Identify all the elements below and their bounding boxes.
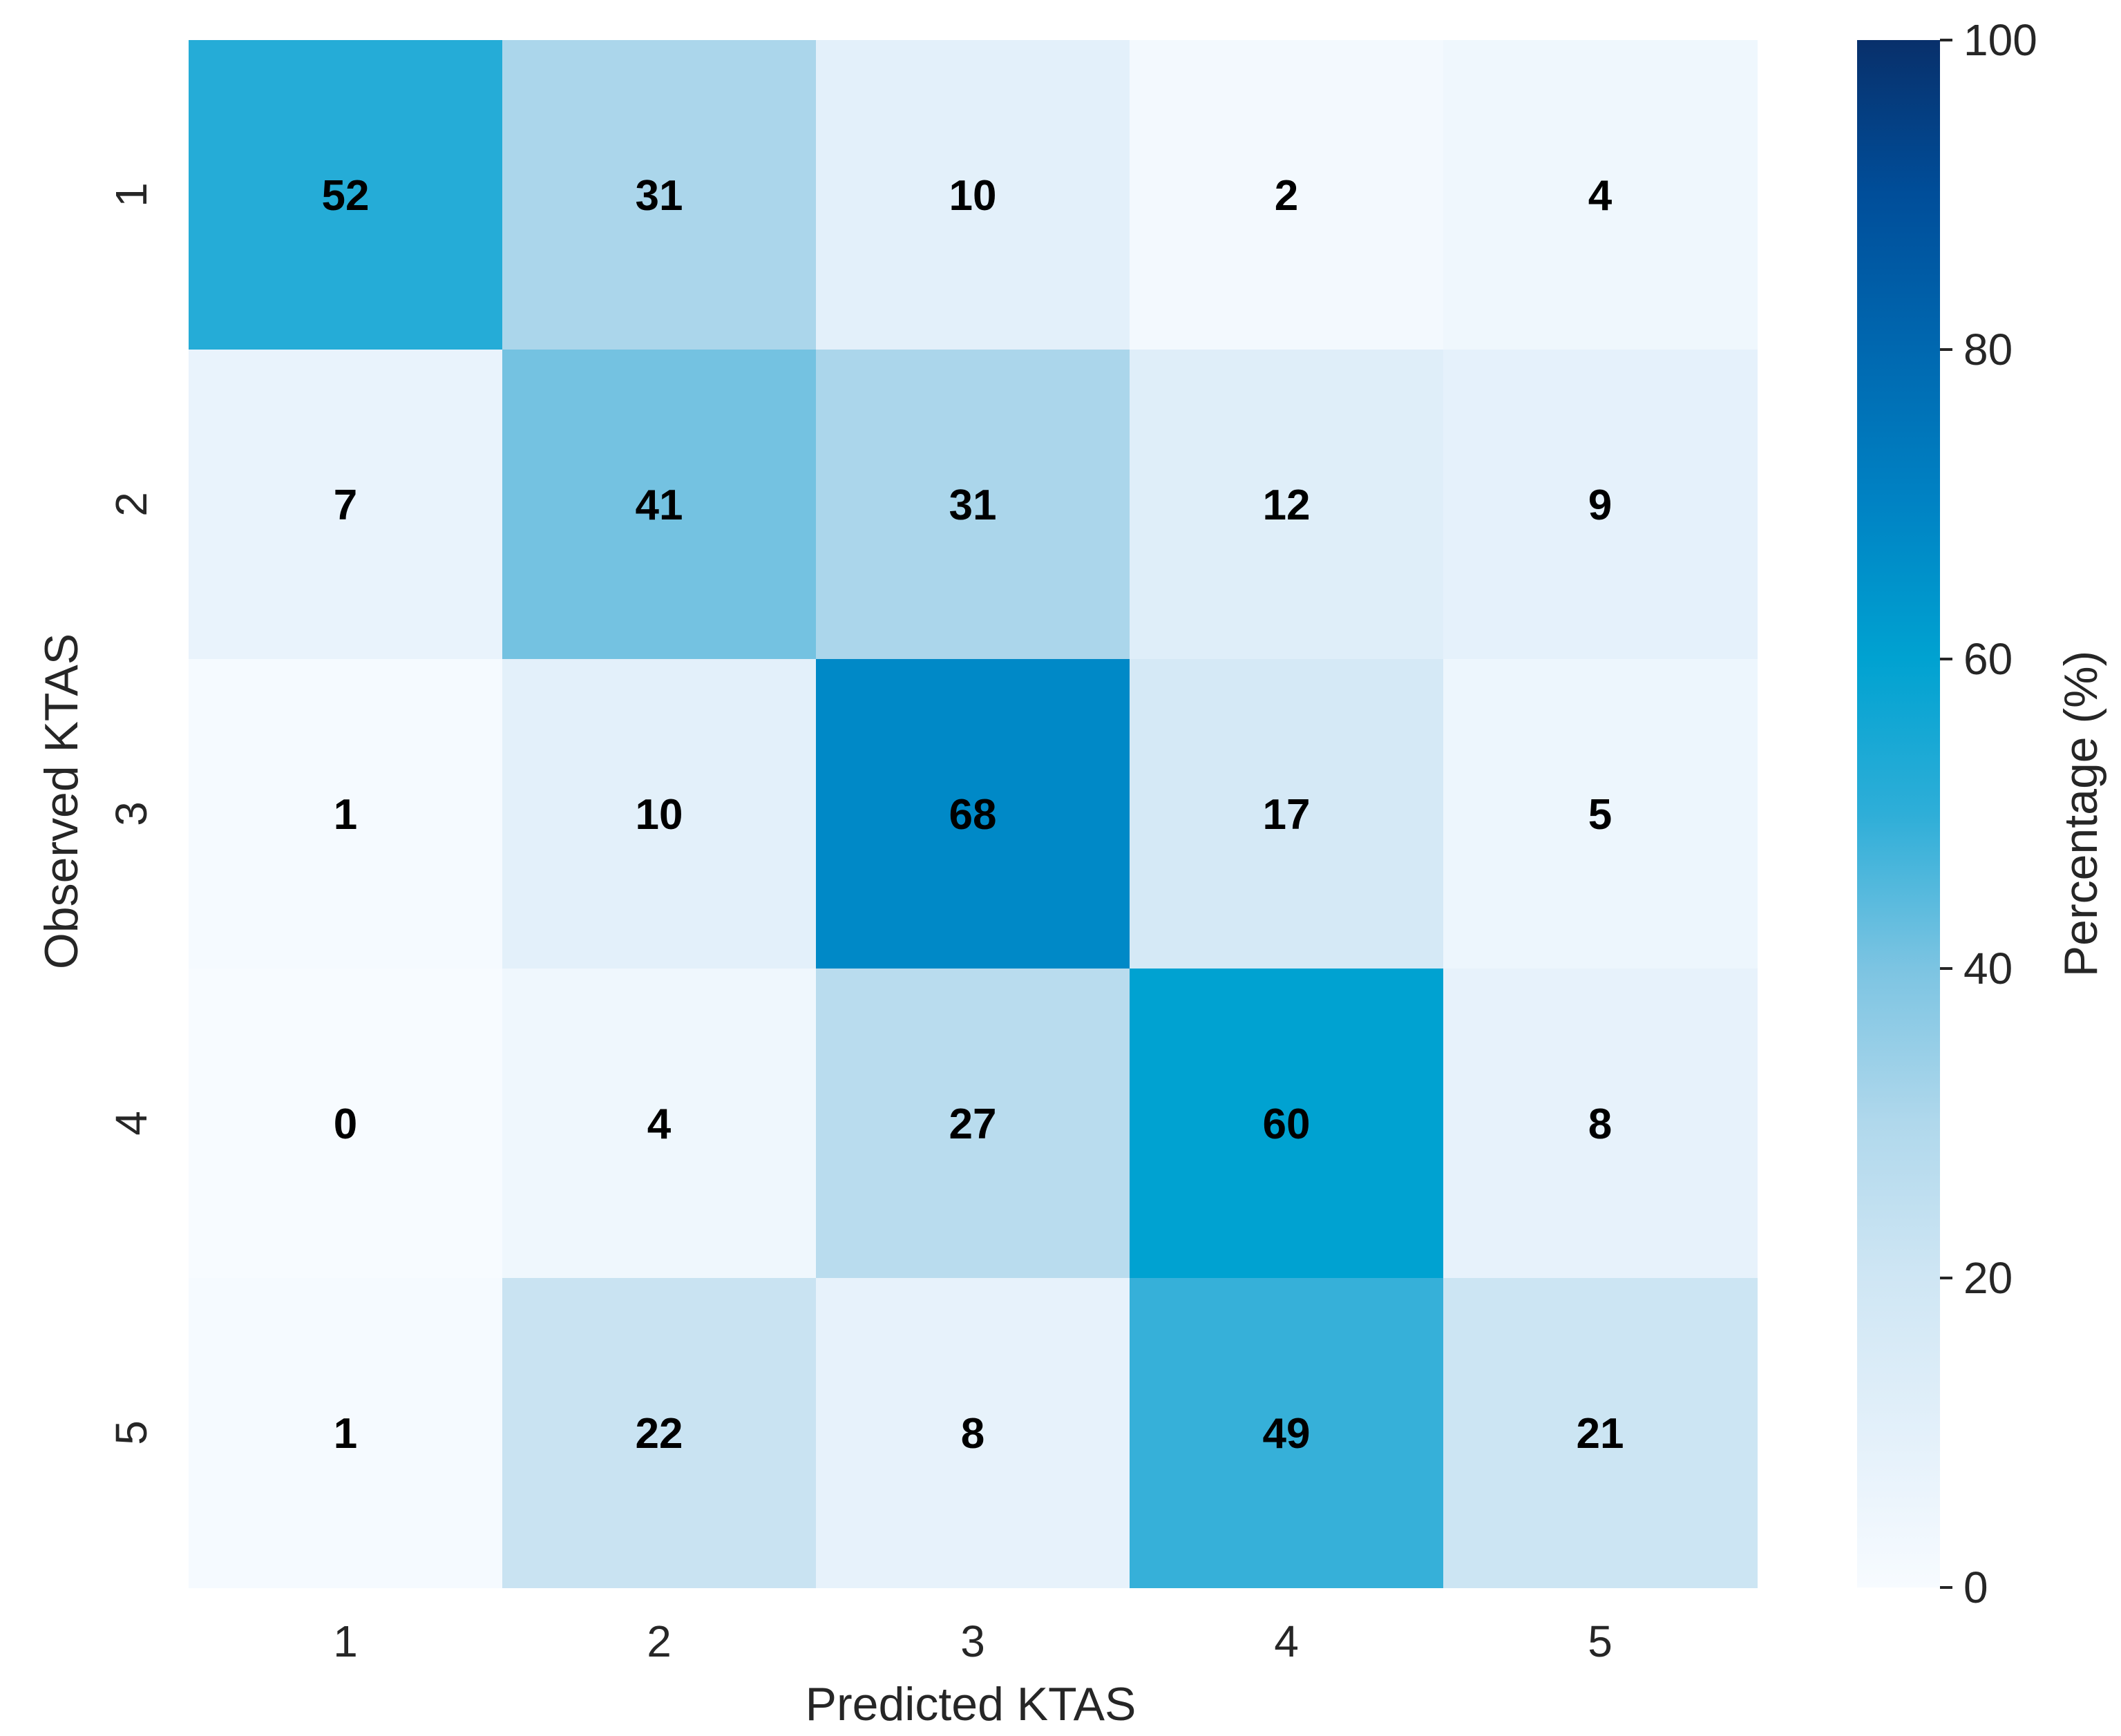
cell-value-label: 1 bbox=[334, 1410, 357, 1458]
y-tick-label: 2 bbox=[106, 492, 156, 517]
cell-value-label: 12 bbox=[1263, 481, 1311, 529]
cell-value-label: 4 bbox=[1588, 172, 1613, 220]
heatmap-cell bbox=[502, 659, 817, 969]
cell-value-label: 41 bbox=[636, 481, 683, 529]
heatmap-cell bbox=[1443, 1278, 1758, 1588]
cell-value-label: 17 bbox=[1263, 791, 1311, 839]
heatmap-cells bbox=[189, 40, 1758, 1588]
heatmap-cell bbox=[1443, 40, 1758, 350]
x-axis-tick-labels: 1 2 3 4 5 bbox=[333, 1616, 1613, 1666]
colorbar-tick-label: 0 bbox=[1963, 1563, 1988, 1612]
cell-value-label: 49 bbox=[1263, 1410, 1311, 1458]
y-tick-label: 3 bbox=[106, 801, 156, 826]
cell-value-label: 52 bbox=[322, 172, 370, 220]
heatmap-cell bbox=[816, 350, 1130, 660]
cell-value-label: 68 bbox=[949, 791, 997, 839]
colorbar-tick-label: 80 bbox=[1963, 325, 2013, 374]
heatmap-cell bbox=[189, 1278, 503, 1588]
heatmap-cell bbox=[1443, 969, 1758, 1279]
colorbar-tick-label: 40 bbox=[1963, 944, 2013, 993]
heatmap-cell bbox=[816, 40, 1130, 350]
colorbar-ticks: 0 20 40 60 80 100 bbox=[1940, 15, 2037, 1612]
cell-value-label: 60 bbox=[1263, 1100, 1311, 1148]
cell-value-label: 5 bbox=[1588, 791, 1612, 839]
heatmap-cell bbox=[816, 969, 1130, 1279]
cell-value-label: 8 bbox=[961, 1410, 985, 1458]
heatmap-cell bbox=[502, 350, 817, 660]
cell-value-label: 2 bbox=[1275, 172, 1298, 220]
heatmap-cell bbox=[189, 659, 503, 969]
colorbar-label: Percentage (%) bbox=[2055, 651, 2107, 977]
heatmap-cell bbox=[502, 969, 817, 1279]
heatmap-cell bbox=[1443, 350, 1758, 660]
cell-value-label: 21 bbox=[1577, 1410, 1624, 1458]
heatmap-cell bbox=[1130, 659, 1444, 969]
heatmap-cell bbox=[189, 969, 503, 1279]
x-axis-label: Predicted KTAS bbox=[806, 1678, 1136, 1730]
heatmap-cell bbox=[1130, 40, 1444, 350]
cell-value-label: 27 bbox=[949, 1100, 997, 1148]
cell-value-label: 7 bbox=[334, 481, 357, 529]
heatmap-cell bbox=[502, 40, 817, 350]
cell-value-label: 0 bbox=[334, 1100, 357, 1148]
heatmap-cell bbox=[1130, 350, 1444, 660]
y-axis-label: Observed KTAS bbox=[35, 633, 88, 969]
cell-value-label: 31 bbox=[949, 481, 997, 529]
colorbar-tick-label: 100 bbox=[1963, 15, 2037, 65]
cell-value-label: 8 bbox=[1588, 1100, 1612, 1148]
cell-value-label: 31 bbox=[636, 172, 683, 220]
y-tick-label: 1 bbox=[106, 182, 156, 207]
heatmap-cell bbox=[1443, 659, 1758, 969]
x-tick-label: 5 bbox=[1588, 1616, 1613, 1666]
x-tick-label: 1 bbox=[333, 1616, 358, 1666]
heatmap-cell bbox=[816, 1278, 1130, 1588]
heatmap-cell-labels: 52 31 10 2 4 7 41 31 12 9 1 10 68 17 5 0 4 27 60 8 1 22 8 49 21 bbox=[322, 172, 1624, 1458]
heatmap-cell bbox=[502, 1278, 817, 1588]
heatmap-cell bbox=[189, 350, 503, 660]
y-tick-label: 5 bbox=[106, 1420, 156, 1445]
x-tick-label: 2 bbox=[647, 1616, 672, 1666]
x-tick-label: 3 bbox=[960, 1616, 985, 1666]
y-tick-label: 4 bbox=[106, 1111, 156, 1136]
cell-value-label: 1 bbox=[334, 791, 357, 839]
colorbar-tick-label: 60 bbox=[1963, 634, 2013, 684]
colorbar bbox=[1857, 40, 1940, 1587]
heatmap-cell bbox=[816, 659, 1130, 969]
heatmap-cell bbox=[189, 40, 503, 350]
cell-value-label: 22 bbox=[636, 1410, 683, 1458]
heatmap-cell bbox=[1130, 1278, 1444, 1588]
cell-value-label: 4 bbox=[647, 1100, 672, 1148]
heatmap-cell bbox=[1130, 969, 1444, 1279]
cell-value-label: 10 bbox=[949, 172, 997, 220]
cell-value-label: 10 bbox=[636, 791, 683, 839]
y-axis-tick-labels: 1 2 3 4 5 bbox=[106, 182, 156, 1445]
cell-value-label: 9 bbox=[1588, 481, 1612, 529]
x-tick-label: 4 bbox=[1274, 1616, 1299, 1666]
colorbar-tick-label: 20 bbox=[1963, 1253, 2013, 1303]
